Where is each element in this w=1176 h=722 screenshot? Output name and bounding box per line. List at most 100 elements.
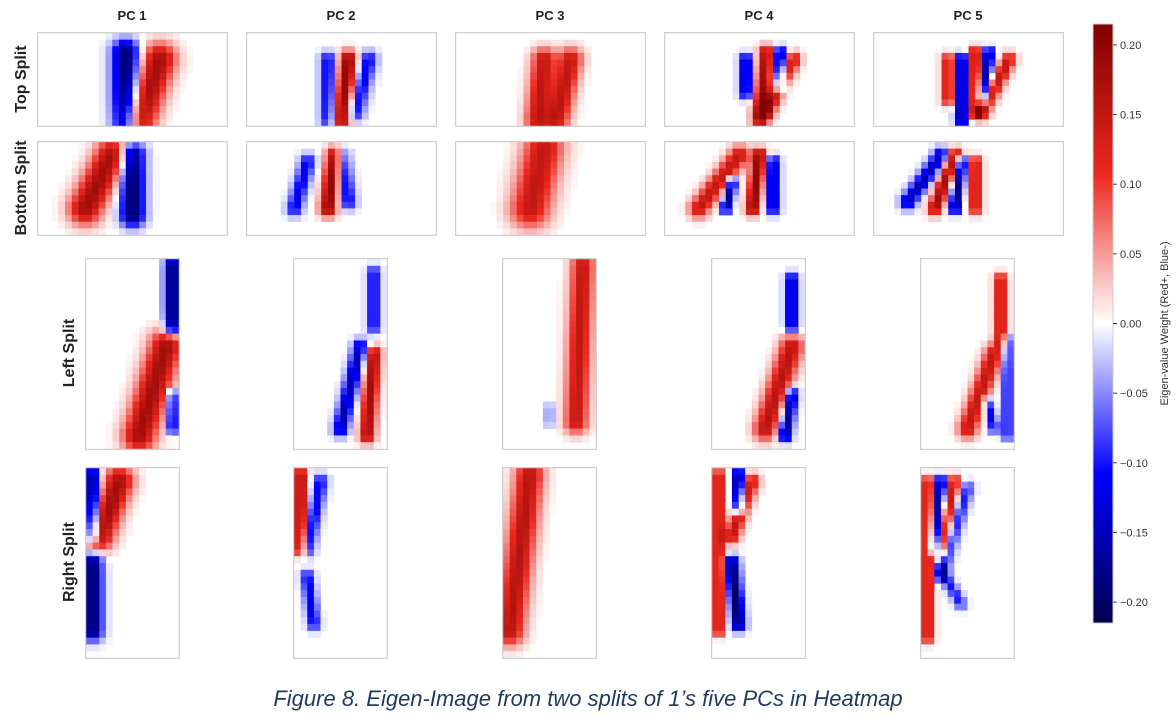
heatmap-cell xyxy=(327,488,335,496)
heatmap-cell xyxy=(549,481,557,489)
heatmap-cell xyxy=(380,408,388,416)
heatmap-cell xyxy=(731,488,739,496)
heatmap-cell xyxy=(361,92,369,100)
heatmap-cell xyxy=(934,474,942,482)
heatmap-cell xyxy=(375,72,383,80)
heatmap-cell xyxy=(570,72,578,80)
heatmap-cell xyxy=(373,408,381,416)
heatmap-cell xyxy=(152,33,160,40)
heatmap-cell xyxy=(132,340,140,348)
heatmap-cell xyxy=(86,603,93,611)
colorbar-tick-label: −0.15 xyxy=(1120,527,1148,539)
heatmap-cell xyxy=(98,228,106,236)
heatmap-cell xyxy=(301,161,309,169)
heatmap-cell xyxy=(725,515,733,523)
heatmap-cell xyxy=(536,610,544,618)
heatmap-cell xyxy=(927,542,935,550)
heatmap-cell xyxy=(928,208,936,216)
heatmap-cell xyxy=(300,590,308,598)
heatmap-cell xyxy=(301,175,309,183)
heatmap-cell xyxy=(307,630,315,638)
heatmap-cell xyxy=(934,549,942,557)
heatmap-cell xyxy=(751,394,759,402)
heatmap-cell xyxy=(712,549,719,557)
heatmap-cell xyxy=(307,161,315,169)
heatmap-cell xyxy=(509,576,517,584)
heatmap-cell xyxy=(967,360,975,368)
heatmap-cell xyxy=(537,66,545,74)
heatmap-cell xyxy=(907,168,915,176)
heatmap-cell xyxy=(960,515,968,523)
heatmap-cell xyxy=(791,320,799,328)
panel-border xyxy=(664,141,855,236)
heatmap-cell xyxy=(921,624,928,632)
heatmap-cell xyxy=(320,610,328,618)
heatmap-panel xyxy=(455,141,646,236)
heatmap-panel xyxy=(85,467,180,659)
heatmap-cell xyxy=(968,39,976,47)
heatmap-cell xyxy=(556,333,564,341)
heatmap-cell xyxy=(360,340,368,348)
heatmap-cell xyxy=(557,72,565,80)
heatmap-cell xyxy=(778,313,786,321)
heatmap-cell xyxy=(556,279,564,287)
heatmap-cell xyxy=(712,535,719,543)
heatmap-cell xyxy=(328,181,336,189)
heatmap-cell xyxy=(105,569,113,577)
heatmap-cell xyxy=(516,508,524,516)
heatmap-cell xyxy=(934,72,942,80)
heatmap-cell xyxy=(300,468,308,476)
heatmap-cell xyxy=(569,299,577,307)
heatmap-cell xyxy=(119,148,127,156)
heatmap-cell xyxy=(146,72,154,80)
heatmap-cell xyxy=(982,181,990,189)
heatmap-cell xyxy=(327,421,335,429)
heatmap-cell xyxy=(798,320,806,328)
heatmap-cell xyxy=(941,106,949,114)
heatmap-cell xyxy=(321,119,329,127)
heatmap-cell xyxy=(341,112,349,120)
heatmap-cell xyxy=(793,66,801,74)
heatmap-cell xyxy=(1000,306,1008,314)
heatmap-cell xyxy=(731,603,739,611)
heatmap-cell xyxy=(347,333,355,341)
heatmap-cell xyxy=(503,603,510,611)
heatmap-cell xyxy=(380,387,388,396)
heatmap-cell xyxy=(987,320,995,328)
heatmap-cell xyxy=(927,569,935,577)
heatmap-cell xyxy=(948,201,956,209)
heatmap-cell xyxy=(165,408,173,416)
heatmap-cell xyxy=(119,119,127,127)
heatmap-cell xyxy=(367,421,375,429)
heatmap-cell xyxy=(752,168,760,176)
heatmap-cell xyxy=(562,320,570,328)
heatmap-cell xyxy=(759,155,767,163)
heatmap-cell xyxy=(509,563,517,571)
heatmap-cell xyxy=(948,52,956,60)
heatmap-cell xyxy=(556,340,564,348)
heatmap-cell xyxy=(752,148,760,156)
heatmap-cell xyxy=(503,529,510,537)
heatmap-cell xyxy=(300,501,308,510)
panel-border xyxy=(920,467,1015,659)
heatmap-cell xyxy=(172,286,180,294)
heatmap-cell xyxy=(132,39,140,47)
heatmap-cell xyxy=(941,175,949,183)
heatmap-cell xyxy=(112,79,120,87)
heatmap-cell xyxy=(516,188,524,196)
heatmap-cell xyxy=(125,435,133,443)
heatmap-cell xyxy=(522,481,530,489)
heatmap-cell xyxy=(360,354,368,362)
heatmap-cell xyxy=(785,401,793,409)
heatmap-cell xyxy=(360,394,368,402)
heatmap-cell xyxy=(712,474,719,482)
heatmap-cell xyxy=(712,468,719,476)
heatmap-cell xyxy=(516,610,524,618)
heatmap-cell xyxy=(584,46,592,54)
heatmap-cell xyxy=(725,624,733,632)
heatmap-cell xyxy=(941,195,949,203)
heatmap-cell xyxy=(564,168,572,176)
heatmap-cell xyxy=(98,72,106,80)
heatmap-cell xyxy=(536,468,544,476)
heatmap-cell xyxy=(752,208,760,216)
